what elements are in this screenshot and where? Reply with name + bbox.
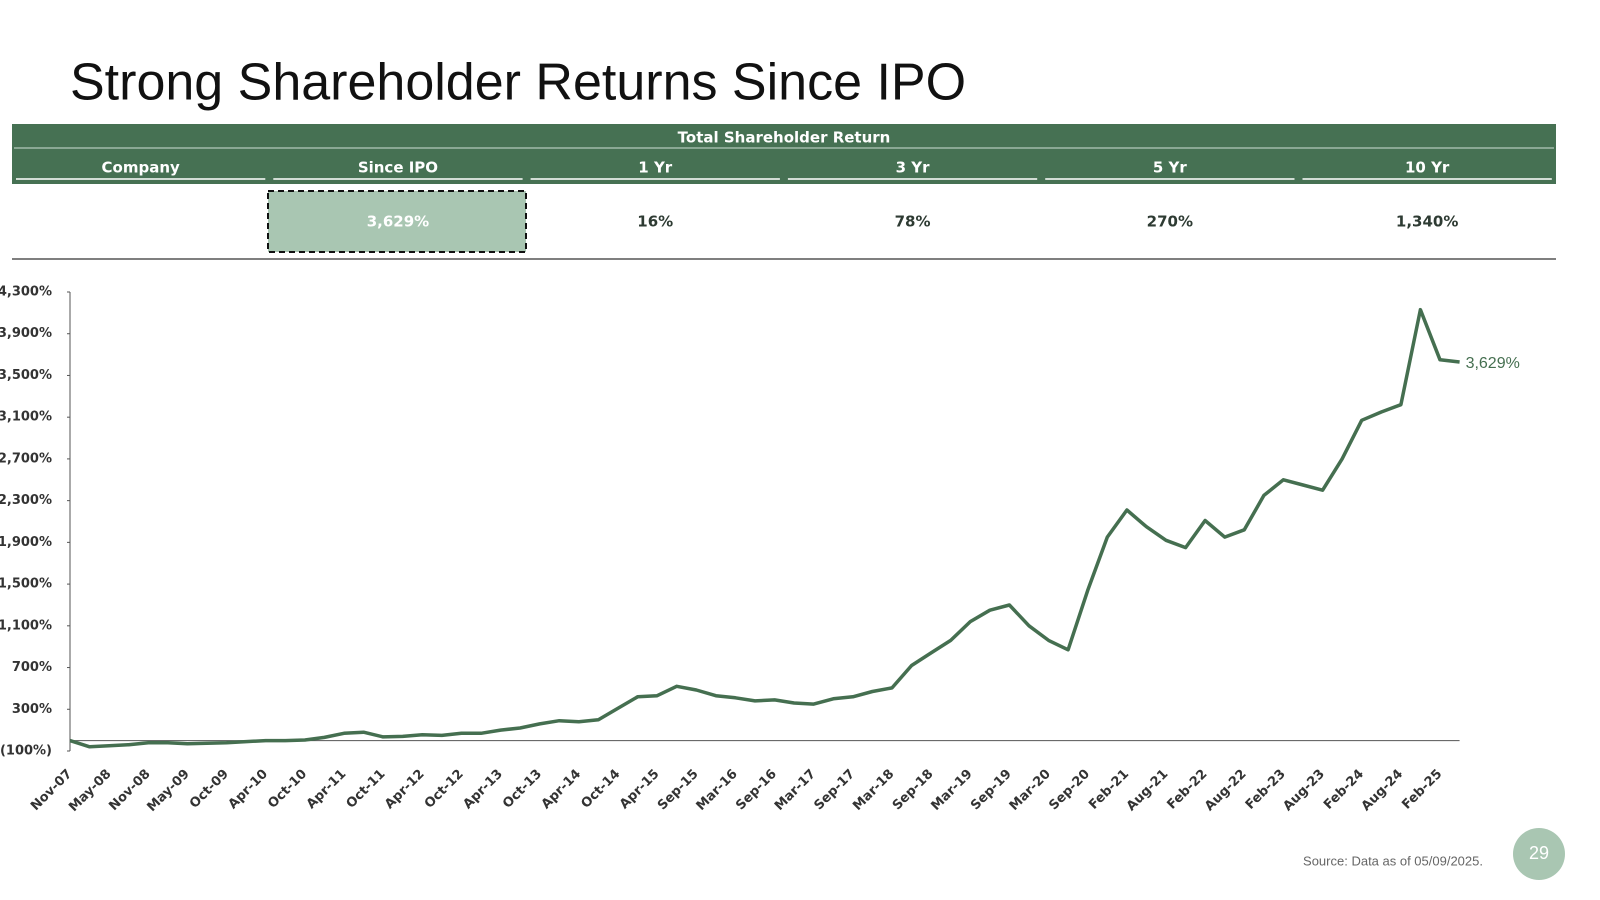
table-cell: 1,340% xyxy=(1396,213,1458,231)
y-tick-label: 3,900% xyxy=(0,326,52,341)
x-tick-label: Aug-22 xyxy=(1202,767,1249,814)
x-tick-label: Aug-21 xyxy=(1124,767,1171,814)
x-tick-label: Oct-14 xyxy=(578,767,623,812)
x-tick-label: Oct-10 xyxy=(265,767,310,812)
table-cell: 270% xyxy=(1147,213,1193,231)
y-tick-label: 2,700% xyxy=(0,451,52,466)
x-tick-label: Aug-24 xyxy=(1359,767,1406,814)
page-number: 29 xyxy=(1529,843,1549,863)
source-note: Source: Data as of 05/09/2025. xyxy=(1303,853,1483,868)
x-tick-label: Sep-20 xyxy=(1046,767,1093,814)
data-label: 3,629% xyxy=(1466,355,1520,372)
series-line xyxy=(69,307,1460,749)
y-tick-label: 1,900% xyxy=(0,535,52,550)
x-tick-label: May-09 xyxy=(144,767,192,815)
x-tick-label: Apr-11 xyxy=(304,767,349,812)
x-tick-label: Feb-25 xyxy=(1399,767,1445,813)
x-tick-label: Mar-18 xyxy=(850,767,897,814)
table-cell: 16% xyxy=(637,213,673,231)
x-tick-label: Sep-19 xyxy=(968,767,1015,814)
x-tick-label: Oct-13 xyxy=(500,767,545,812)
column-header: Company xyxy=(102,159,180,177)
x-tick-label: Apr-12 xyxy=(382,767,427,812)
x-tick-label: Aug-23 xyxy=(1280,767,1327,814)
table-cell: 3,629% xyxy=(367,213,429,231)
table-header: Total Shareholder Return xyxy=(678,129,891,147)
x-tick-label: Apr-14 xyxy=(539,767,584,812)
column-header: 10 Yr xyxy=(1405,159,1450,177)
y-tick-label: (100%) xyxy=(0,744,52,759)
x-tick-label: Mar-19 xyxy=(928,767,975,814)
y-tick-label: 300% xyxy=(12,702,52,717)
column-header: Since IPO xyxy=(358,159,438,177)
column-header: 3 Yr xyxy=(896,159,931,177)
y-tick-label: 3,100% xyxy=(0,410,52,425)
x-tick-label: Oct-11 xyxy=(344,767,389,812)
x-tick-label: Sep-17 xyxy=(812,767,859,814)
column-header: 5 Yr xyxy=(1153,159,1188,177)
page-badge xyxy=(1513,828,1565,880)
x-tick-label: May-08 xyxy=(66,767,114,815)
x-tick-label: Mar-17 xyxy=(772,767,819,814)
column-header: 1 Yr xyxy=(638,159,673,177)
y-tick-label: 2,300% xyxy=(0,493,52,508)
x-tick-label: Mar-20 xyxy=(1007,767,1054,814)
highlight-cell xyxy=(267,190,527,253)
x-tick-label: Oct-12 xyxy=(422,767,467,812)
y-tick-label: 3,500% xyxy=(0,368,52,383)
y-tick-label: 1,500% xyxy=(0,577,52,592)
slide-title: Strong Shareholder Returns Since IPO xyxy=(70,54,966,112)
y-tick-label: 4,300% xyxy=(0,285,52,300)
x-tick-label: Oct-09 xyxy=(187,767,232,812)
table-cell: 78% xyxy=(895,213,931,231)
x-tick-label: Apr-10 xyxy=(226,767,271,812)
x-tick-label: Apr-15 xyxy=(617,767,662,812)
x-tick-label: Sep-15 xyxy=(655,767,702,814)
x-tick-label: Sep-18 xyxy=(890,767,937,814)
y-tick-label: 1,100% xyxy=(0,618,52,633)
x-tick-label: Apr-13 xyxy=(460,767,505,812)
table-header-band xyxy=(12,124,1556,184)
x-tick-label: Mar-16 xyxy=(694,767,741,814)
y-tick-label: 700% xyxy=(12,660,52,675)
x-tick-label: Sep-16 xyxy=(733,767,780,814)
